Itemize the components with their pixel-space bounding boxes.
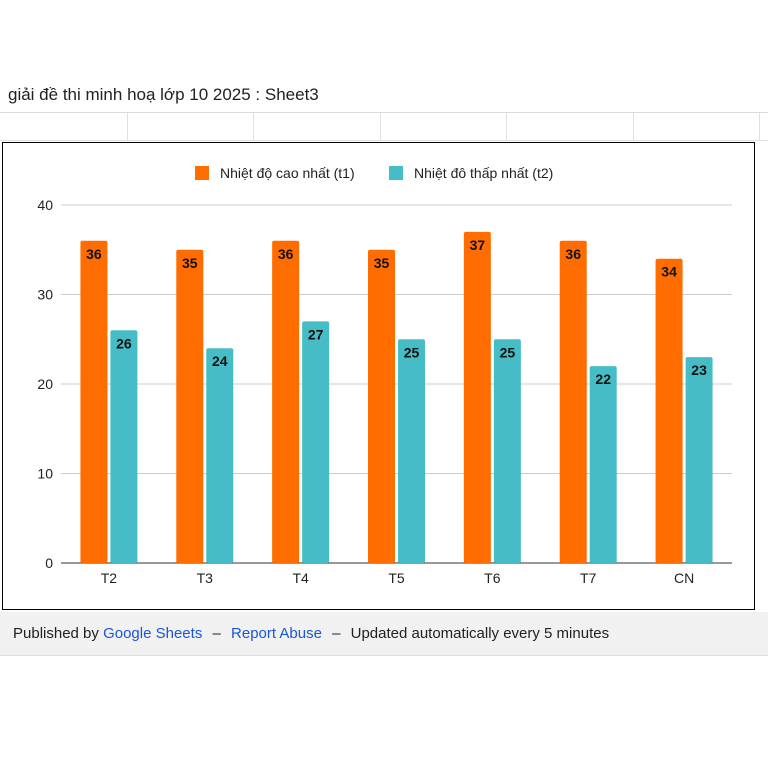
footer-text: Published by Google Sheets – Report Abus… bbox=[13, 625, 609, 642]
bar bbox=[176, 249, 204, 563]
data-label: 36 bbox=[86, 246, 102, 262]
data-label: 26 bbox=[116, 335, 132, 351]
footer-separator: – bbox=[332, 625, 341, 642]
legend-label: Nhiệt đô thấp nhất (t2) bbox=[414, 165, 553, 181]
x-tick-label: CN bbox=[674, 570, 694, 586]
report-abuse-link[interactable]: Report Abuse bbox=[231, 625, 322, 642]
google-sheets-link[interactable]: Google Sheets bbox=[103, 625, 203, 642]
data-label: 24 bbox=[212, 353, 228, 369]
legend-swatch bbox=[389, 166, 403, 180]
grid-column-line bbox=[633, 113, 634, 141]
x-tick-label: T5 bbox=[388, 570, 405, 586]
y-tick-label: 10 bbox=[37, 466, 53, 482]
bar bbox=[110, 330, 138, 563]
data-label: 25 bbox=[404, 344, 420, 360]
x-tick-label: T3 bbox=[197, 570, 214, 586]
update-note: Updated automatically every 5 minutes bbox=[350, 625, 610, 642]
data-label: 25 bbox=[500, 344, 516, 360]
legend-swatch bbox=[195, 166, 209, 180]
footer-separator: – bbox=[212, 625, 221, 642]
bar bbox=[559, 240, 587, 564]
data-label: 35 bbox=[374, 255, 390, 271]
footer-bar: Published by Google Sheets – Report Abus… bbox=[0, 612, 768, 656]
bar bbox=[589, 366, 617, 563]
document-title: giải đề thi minh hoạ lớp 10 2025 : Sheet… bbox=[8, 85, 319, 104]
grid-row-line bbox=[0, 140, 768, 141]
bar bbox=[80, 240, 108, 564]
y-tick-label: 30 bbox=[37, 287, 53, 303]
bar bbox=[272, 240, 300, 564]
data-label: 22 bbox=[595, 371, 611, 387]
bar-chart: 0 10 20 30 40 36 26 T2 35 24 T3 36 27 T4 35 25 T5 37 25 T6 3… bbox=[37, 165, 732, 586]
data-label: 34 bbox=[661, 264, 677, 280]
x-tick-label: T2 bbox=[101, 570, 118, 586]
data-label: 36 bbox=[278, 246, 294, 262]
grid-column-line bbox=[127, 113, 128, 141]
bar bbox=[493, 339, 521, 563]
bar bbox=[655, 258, 683, 563]
data-label: 27 bbox=[308, 326, 324, 342]
grid-column-line bbox=[380, 113, 381, 141]
grid-column-line bbox=[506, 113, 507, 141]
bar bbox=[206, 348, 234, 563]
bar bbox=[463, 231, 491, 563]
data-label: 37 bbox=[470, 237, 486, 253]
data-label: 23 bbox=[691, 362, 707, 378]
x-tick-label: T4 bbox=[292, 570, 309, 586]
data-label: 36 bbox=[565, 246, 581, 262]
y-tick-label: 40 bbox=[37, 197, 53, 213]
data-label: 35 bbox=[182, 255, 198, 271]
grid-column-line bbox=[253, 113, 254, 141]
x-tick-label: T6 bbox=[484, 570, 501, 586]
legend-label: Nhiệt độ cao nhất (t1) bbox=[220, 165, 355, 181]
y-tick-label: 20 bbox=[37, 376, 53, 392]
x-tick-label: T7 bbox=[580, 570, 597, 586]
chart-container[interactable]: 0 10 20 30 40 36 26 T2 35 24 T3 36 27 T4 35 25 T5 37 25 T6 3… bbox=[2, 142, 755, 610]
bar bbox=[368, 249, 395, 563]
bar bbox=[685, 357, 713, 563]
y-tick-label: 0 bbox=[45, 555, 53, 571]
published-by-label: Published by bbox=[13, 625, 99, 642]
grid-column-line bbox=[759, 113, 760, 141]
bar bbox=[302, 321, 330, 563]
bar bbox=[398, 339, 425, 563]
